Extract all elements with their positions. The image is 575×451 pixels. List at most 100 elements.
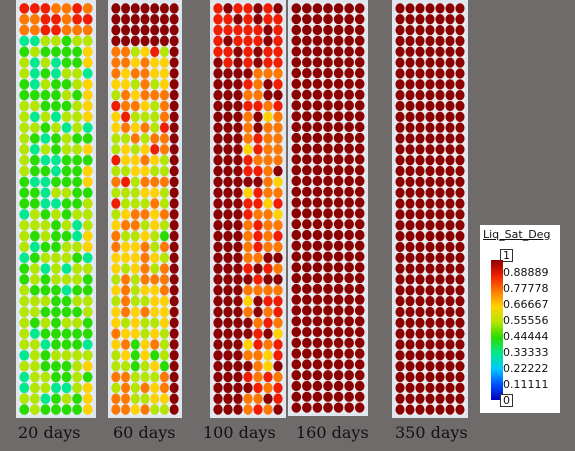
particle	[343, 304, 355, 317]
particle	[223, 349, 233, 361]
particle	[169, 78, 179, 90]
particle	[149, 241, 160, 253]
particle	[50, 13, 62, 25]
particle	[454, 176, 465, 188]
particle	[333, 132, 344, 144]
particle	[130, 393, 141, 405]
particle	[40, 382, 51, 394]
particle	[444, 284, 456, 297]
particle	[301, 315, 313, 327]
particle	[444, 230, 456, 242]
particle	[263, 89, 273, 101]
particle	[213, 306, 223, 318]
particle	[61, 393, 72, 405]
particle	[343, 164, 355, 176]
particle	[130, 100, 141, 112]
particle	[140, 263, 150, 275]
particle	[354, 294, 365, 306]
particle	[29, 165, 41, 177]
particle	[273, 284, 283, 296]
particle	[263, 328, 273, 340]
particle	[159, 241, 170, 253]
particle	[395, 111, 406, 123]
particle	[71, 360, 83, 372]
particle	[312, 13, 323, 25]
particle	[263, 360, 273, 372]
particle	[120, 219, 131, 231]
particle	[82, 143, 93, 155]
particle	[233, 328, 243, 340]
particle	[120, 111, 131, 123]
particle	[322, 175, 334, 187]
particle	[322, 294, 334, 306]
particle	[223, 57, 233, 69]
particle	[291, 164, 302, 176]
particle	[213, 35, 223, 47]
particle	[233, 208, 243, 221]
particle	[263, 111, 273, 123]
particle	[253, 263, 263, 275]
particle	[243, 100, 253, 112]
particle	[424, 121, 436, 134]
particle	[159, 165, 170, 177]
particle	[233, 46, 243, 58]
particle	[291, 304, 302, 317]
legend-tick: 0.77778	[503, 282, 549, 295]
particle	[223, 371, 233, 383]
particle	[159, 176, 170, 188]
particle	[29, 46, 41, 58]
particle	[434, 393, 446, 405]
particle	[169, 230, 179, 242]
particle	[61, 230, 72, 242]
particle	[434, 3, 446, 15]
particle	[414, 132, 426, 145]
particle	[29, 241, 41, 253]
particle	[444, 13, 456, 25]
particle	[424, 349, 436, 362]
particle	[50, 219, 62, 231]
particle	[243, 197, 253, 210]
particle	[111, 273, 121, 286]
particle	[333, 315, 344, 327]
particle	[243, 349, 253, 361]
particle	[50, 35, 62, 47]
particle	[149, 154, 160, 166]
particle	[454, 111, 465, 123]
particle	[454, 219, 465, 231]
particle	[273, 317, 283, 329]
particle	[243, 143, 253, 155]
legend-tick: 0.33333	[503, 346, 549, 359]
particle	[434, 349, 446, 362]
particle	[71, 230, 83, 242]
particle	[263, 3, 273, 15]
particle	[29, 57, 41, 69]
particle	[454, 208, 465, 221]
particle	[82, 328, 93, 340]
particle	[354, 13, 365, 25]
particle	[454, 187, 465, 199]
particle	[333, 13, 344, 25]
particle	[140, 349, 150, 361]
particle	[414, 295, 426, 307]
particle	[140, 197, 150, 210]
particle	[322, 153, 334, 166]
particle	[111, 263, 121, 275]
particle	[454, 241, 465, 253]
particle	[263, 393, 273, 405]
particle	[343, 89, 355, 101]
particle	[424, 165, 436, 177]
particle	[130, 154, 141, 166]
particle	[233, 165, 243, 177]
particle	[263, 338, 273, 351]
particle	[213, 176, 223, 188]
particle	[444, 56, 456, 69]
particle	[130, 111, 141, 123]
particle	[333, 304, 344, 317]
particle	[19, 89, 30, 101]
particle	[71, 89, 83, 101]
particle	[301, 142, 313, 155]
particle	[149, 24, 160, 36]
particle	[301, 186, 313, 198]
particle	[404, 100, 416, 112]
particle	[253, 328, 263, 340]
